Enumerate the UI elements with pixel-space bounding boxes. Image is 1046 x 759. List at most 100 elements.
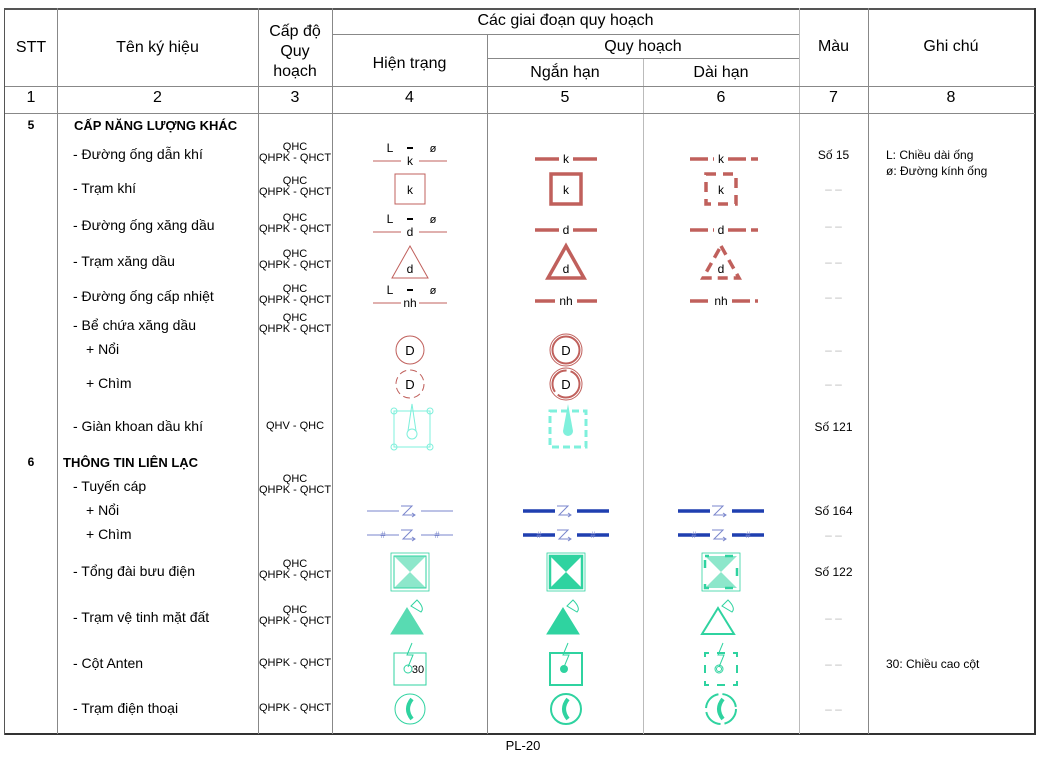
symbol-name: - Đường ống xăng dầu xyxy=(73,217,215,233)
exchange-icon xyxy=(545,551,587,598)
tank-icon: D xyxy=(548,332,584,373)
svg-text:#: # xyxy=(590,530,595,540)
triangle-station-icon: d xyxy=(388,242,432,287)
note-line: 30: Chiều cao cột xyxy=(886,657,980,671)
exchange-icon xyxy=(700,551,742,598)
column-number: 5 xyxy=(560,89,570,106)
header-color: Màu xyxy=(817,38,850,55)
column-number: 2 xyxy=(153,89,162,106)
phone-station-icon xyxy=(703,691,739,732)
section-number: 5 xyxy=(27,118,35,132)
svg-text:#: # xyxy=(536,530,541,540)
svg-text:ø: ø xyxy=(430,214,437,226)
planning-level-line: QHPK - QHCT xyxy=(258,323,332,335)
svg-text:k: k xyxy=(563,183,570,197)
symbol-name: - Trạm vệ tinh mặt đất xyxy=(73,609,210,625)
symbol-name: + Nổi xyxy=(86,502,120,518)
planning-level-line: QHPK - QHCT xyxy=(258,186,332,198)
header-level: Cấp độ Quy hoạch xyxy=(258,22,332,82)
station-box-icon: k xyxy=(388,167,432,216)
symbol-name: - Đường ống dẫn khí xyxy=(73,146,203,162)
svg-text:k: k xyxy=(718,152,725,166)
col-divider xyxy=(258,8,259,734)
station-box-icon: k xyxy=(699,167,743,216)
col-divider xyxy=(868,8,869,734)
svg-text:d: d xyxy=(718,223,725,237)
svg-text:nh: nh xyxy=(403,296,416,310)
note-line: ø: Đường kính ống xyxy=(886,164,988,178)
header-name: Tên ký hiệu xyxy=(116,39,199,56)
symbol-name: - Bể chứa xăng dầu xyxy=(73,317,197,333)
svg-text:k: k xyxy=(718,183,725,197)
header-long-term: Dài hạn xyxy=(693,64,749,81)
col-divider xyxy=(332,8,333,734)
color-code: – – xyxy=(825,255,842,269)
symbol-name: - Tổng đài bưu điện xyxy=(73,563,195,579)
header-level-line: Quy xyxy=(280,43,310,60)
pipe-icon: k xyxy=(521,135,611,180)
header-level-line: Cấp độ xyxy=(269,23,321,40)
planning-level: QHC QHPK - QHCT xyxy=(258,284,332,306)
svg-text:D: D xyxy=(405,377,414,392)
symbol-name: + Nổi xyxy=(86,341,120,357)
col-divider xyxy=(799,8,800,734)
satellite-station-icon xyxy=(543,598,589,643)
column-number: 4 xyxy=(405,89,414,106)
column-number: 8 xyxy=(946,89,956,106)
header-current: Hiện trạng xyxy=(372,55,447,72)
note: 30: Chiều cao cột xyxy=(886,656,979,672)
color-code: Số 121 xyxy=(814,420,853,434)
svg-text:L: L xyxy=(387,212,394,226)
header-planning: Quy hoạch xyxy=(604,38,682,55)
note-line: L: Chiều dài ống xyxy=(886,148,974,162)
svg-text:nh: nh xyxy=(714,294,727,308)
svg-text:d: d xyxy=(407,225,414,239)
column-number: 1 xyxy=(26,89,36,106)
header-short-term: Ngắn hạn xyxy=(530,64,600,81)
antenna-icon xyxy=(699,641,743,692)
phone-station-icon xyxy=(548,691,584,732)
row-divider xyxy=(332,34,799,35)
symbol-name: - Trạm điện thoại xyxy=(73,700,179,716)
column-number: 3 xyxy=(290,89,300,106)
planning-level: QHC QHPK - QHCT xyxy=(258,176,332,198)
svg-text:#: # xyxy=(434,530,439,540)
station-box-icon: k xyxy=(544,167,588,216)
svg-text:#: # xyxy=(691,530,696,540)
planning-level-line: QHV - QHC xyxy=(265,420,325,432)
planning-level: QHC QHPK - QHCT xyxy=(258,474,332,496)
svg-text:k: k xyxy=(563,152,570,166)
planning-level-line: QHC xyxy=(282,175,308,187)
row-divider xyxy=(5,86,1035,87)
cable-icon xyxy=(676,491,766,536)
oil-rig-icon xyxy=(542,401,590,458)
color-code: – – xyxy=(825,657,842,671)
planning-level: QHC QHPK - QHCT xyxy=(258,559,332,581)
color-code: – – xyxy=(825,377,842,391)
header-stages: Các giai đoạn quy hoạch xyxy=(477,12,654,29)
planning-level-line: QHPK - QHCT xyxy=(258,152,332,164)
svg-text:d: d xyxy=(563,262,570,276)
symbol-name: + Chìm xyxy=(86,526,132,542)
triangle-station-icon: d xyxy=(699,242,743,287)
antenna-icon xyxy=(544,641,588,692)
svg-text:nh: nh xyxy=(559,294,572,308)
col-divider xyxy=(57,8,58,734)
planning-level-line: QHC xyxy=(282,558,308,570)
svg-text:D: D xyxy=(561,377,570,392)
antenna-icon: 30 xyxy=(388,641,432,692)
svg-text:L: L xyxy=(387,141,394,155)
planning-level-line: QHPK - QHCT xyxy=(258,223,332,235)
planning-level-line: QHPK - QHCT xyxy=(258,615,332,627)
planning-level-line: QHC xyxy=(282,604,308,616)
planning-level-line: QHC xyxy=(282,141,308,153)
color-code: – – xyxy=(825,182,842,196)
symbol-name: - Giàn khoan dầu khí xyxy=(73,418,203,434)
row-divider xyxy=(487,58,799,59)
planning-level: QHC QHPK - QHCT xyxy=(258,605,332,627)
symbol-name: - Đường ống cấp nhiệt xyxy=(73,288,214,304)
planning-level: QHC QHPK - QHCT xyxy=(258,213,332,235)
